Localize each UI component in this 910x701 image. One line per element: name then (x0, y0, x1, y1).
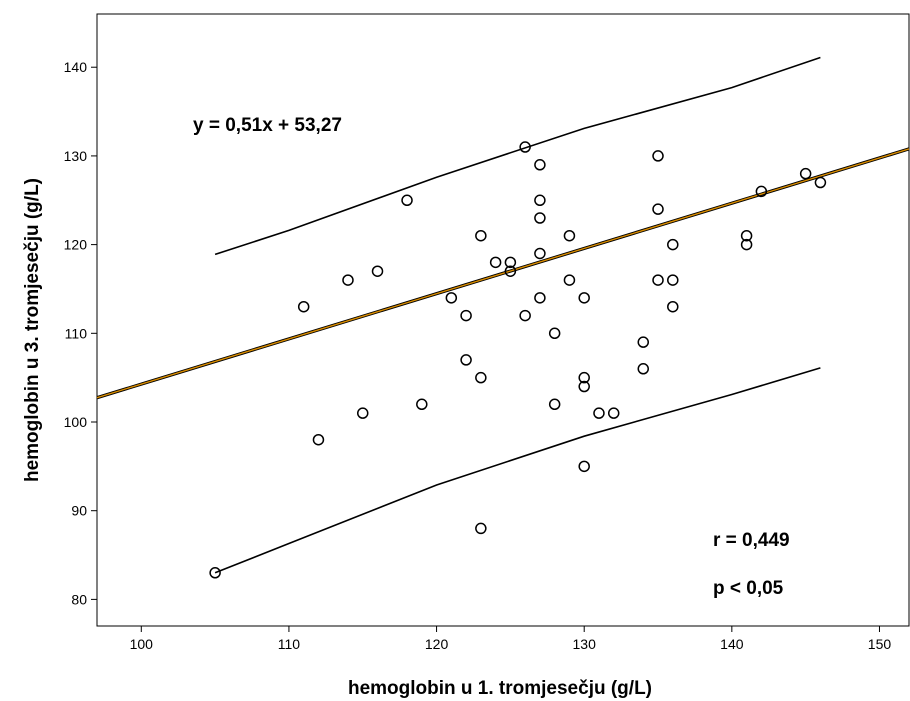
data-point (312, 433, 325, 446)
data-point (475, 522, 487, 535)
regression-line-group (96, 147, 910, 400)
data-point (534, 247, 546, 260)
regression-line (96, 148, 910, 399)
data-point (667, 300, 679, 313)
y-axis-ticks: 80 90 100 110 120 130 140 (64, 59, 97, 607)
x-tick-label: 110 (278, 636, 301, 652)
r-annotation: r = 0,449 (713, 530, 790, 551)
x-tick-label: 130 (573, 636, 597, 652)
data-point (460, 309, 472, 322)
data-point (652, 203, 664, 215)
data-point (534, 292, 546, 304)
data-point (519, 309, 531, 322)
data-point (667, 238, 679, 251)
data-point (637, 363, 650, 375)
data-point (534, 194, 546, 207)
x-tick-label: 150 (868, 636, 892, 652)
data-point (799, 167, 812, 180)
confidence-bands (214, 56, 821, 574)
data-point (652, 274, 664, 286)
plot-frame (96, 13, 910, 627)
data-point (475, 371, 487, 384)
y-tick-label: 130 (64, 148, 88, 164)
data-point (534, 159, 546, 171)
y-tick-label: 140 (64, 59, 88, 75)
data-point (534, 212, 546, 224)
data-point (607, 407, 620, 419)
p-annotation: p < 0,05 (713, 578, 784, 599)
data-point (504, 265, 517, 277)
data-point (342, 274, 354, 286)
upper-band-line (214, 56, 821, 256)
data-point (371, 265, 384, 277)
data-point (548, 327, 561, 340)
data-point (489, 256, 502, 269)
y-tick-label: 100 (64, 414, 88, 430)
x-axis-ticks: 100 110 120 130 140 150 (130, 626, 892, 652)
data-point (504, 256, 517, 269)
y-tick-label: 90 (71, 503, 87, 519)
lower-band-line (214, 367, 821, 574)
y-tick-label: 80 (71, 591, 87, 607)
data-point (209, 567, 221, 579)
x-tick-label: 120 (425, 636, 449, 652)
data-point (563, 274, 576, 286)
data-point (578, 380, 590, 393)
data-point (563, 229, 576, 242)
data-point (637, 336, 650, 348)
data-point (652, 150, 664, 162)
data-point (578, 460, 590, 473)
data-point (297, 300, 310, 313)
y-tick-label: 110 (65, 325, 88, 341)
data-point (475, 229, 487, 242)
data-point (416, 398, 428, 411)
data-point (578, 371, 590, 384)
data-point (356, 407, 369, 419)
data-point (740, 229, 753, 242)
data-points (209, 141, 827, 579)
y-tick-label: 120 (64, 237, 88, 253)
data-point (593, 407, 605, 419)
data-point (548, 398, 561, 411)
data-point (578, 292, 590, 304)
x-axis-title: hemoglobin u 1. tromjesečju (g/L) (348, 678, 652, 699)
data-point (401, 194, 413, 207)
data-point (519, 141, 531, 153)
data-point (667, 274, 679, 286)
data-point (460, 354, 472, 366)
data-point (814, 176, 827, 189)
data-point (740, 238, 753, 251)
data-point (445, 292, 458, 304)
equation-annotation: y = 0,51x + 53,27 (193, 115, 342, 136)
x-tick-label: 140 (720, 636, 744, 652)
y-axis-title: hemoglobin u 3. tromjesečju (g/L) (22, 178, 43, 482)
x-tick-label: 100 (130, 636, 154, 652)
data-point (755, 185, 768, 198)
